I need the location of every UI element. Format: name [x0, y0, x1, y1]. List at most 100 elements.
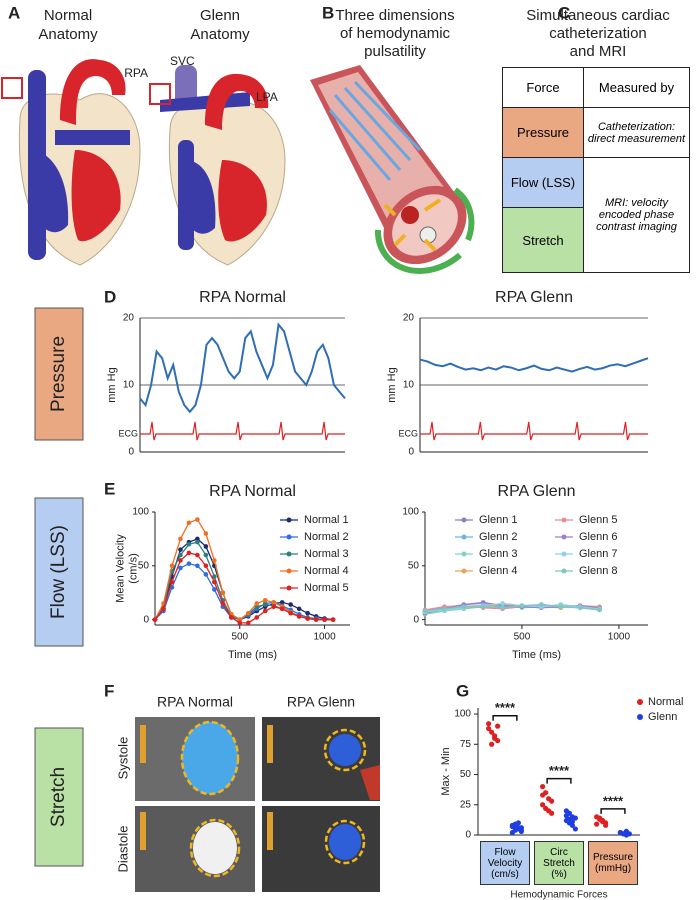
y-tick-label: 0 [128, 447, 134, 458]
y-tick-label: 0 [413, 614, 419, 625]
table-header: Force [502, 67, 584, 108]
anatomy-title: Glenn [200, 7, 240, 24]
legend-marker [286, 551, 292, 557]
x-tick-label: 1000 [313, 632, 336, 643]
legend-label: Glenn 2 [479, 531, 518, 543]
legend-marker [461, 568, 467, 574]
row-box [34, 497, 84, 647]
series-line [419, 357, 649, 373]
marker [245, 610, 251, 616]
legend-marker [286, 568, 292, 574]
significance-bracket [546, 777, 572, 784]
legend-label: Glenn [648, 711, 677, 723]
marker [442, 606, 447, 612]
marker [305, 610, 310, 616]
x-tick-label: 1000 [608, 632, 631, 643]
ecg-label: ECG [118, 428, 138, 438]
y-tick-label: 100 [132, 507, 149, 518]
marker [186, 520, 192, 526]
x-axis-label: Hemodynamic Forces [510, 890, 607, 900]
chart-title: RPA Normal [209, 483, 296, 500]
data-point [518, 827, 524, 833]
legend-label: Normal [648, 696, 683, 708]
y-tick-label: 50 [460, 769, 472, 780]
marker [203, 531, 209, 536]
y-axis-label: mm Hg [386, 367, 398, 402]
marker [262, 602, 268, 607]
category-box: Pressure (mmHg) [588, 841, 638, 885]
y-tick-label: 10 [123, 380, 135, 391]
legend-label: Normal 2 [304, 531, 349, 543]
column-label: RPA Glenn [287, 694, 355, 710]
marker [169, 579, 175, 585]
panel-title: of hemodynamic [340, 25, 451, 42]
vessel-illustration [310, 65, 475, 274]
marker [279, 600, 285, 605]
legend-label: Glenn 3 [479, 548, 518, 560]
ecg-label: ECG [398, 428, 418, 438]
panel-title: pulsatility [364, 43, 426, 60]
marker [262, 608, 268, 614]
y-tick-label: 25 [460, 799, 472, 810]
panel-label: G [456, 681, 469, 700]
row-label: Stretch [48, 767, 69, 827]
marker [186, 550, 192, 556]
data-point [549, 810, 555, 816]
panel-label: E [104, 479, 115, 498]
marker [296, 614, 302, 619]
table-cell: MRI: velocity encoded phase contrast ima… [583, 157, 690, 273]
marker [271, 600, 276, 605]
marker [178, 552, 183, 558]
significance-label: **** [549, 763, 570, 778]
legend-marker [637, 714, 643, 720]
y-tick-label: 100 [402, 507, 419, 518]
legend-marker [286, 534, 292, 540]
data-point [563, 813, 569, 819]
data-point [495, 738, 501, 744]
series-line [424, 602, 600, 613]
ecg-trace [140, 421, 345, 441]
panel-title: Three dimensions [335, 7, 454, 24]
y-tick-label: 50 [408, 560, 420, 571]
data-point [623, 832, 629, 838]
y-tick-label: 0 [465, 830, 471, 841]
data-point [549, 798, 555, 804]
marker [461, 604, 467, 610]
marker [245, 620, 251, 626]
legend-label: Normal 4 [304, 565, 349, 577]
marker [178, 565, 183, 571]
legend-marker [561, 551, 567, 557]
marker [212, 574, 217, 579]
marker [203, 552, 209, 558]
category-box: Flow Velocity (cm/s) [480, 841, 530, 885]
y-tick-label: 0 [408, 447, 414, 458]
marker [220, 590, 226, 596]
marker [480, 600, 486, 605]
marker [178, 547, 183, 552]
marker [262, 597, 268, 603]
legend-label: Glenn 8 [579, 565, 618, 577]
vessel-label: SVC [170, 54, 195, 68]
y-tick-label: 10 [403, 380, 415, 391]
marker [203, 544, 209, 549]
legend-label: Normal 5 [304, 582, 349, 594]
panel-label: A [8, 3, 20, 22]
panel-label: C [558, 3, 570, 22]
legend-marker [461, 551, 467, 557]
marker [195, 539, 200, 545]
marker [271, 604, 276, 610]
marker [178, 558, 183, 563]
marker [186, 541, 192, 547]
marker [288, 602, 293, 607]
legend-marker [561, 568, 567, 574]
legend-marker [461, 517, 467, 523]
x-axis-label: Time (ms) [512, 649, 561, 661]
row-box [34, 307, 84, 441]
marker [203, 572, 209, 577]
chart-title: RPA Glenn [495, 289, 573, 306]
y-axis-label: Mean Velocity [114, 534, 126, 603]
legend-marker [561, 517, 567, 523]
marker [500, 605, 505, 611]
